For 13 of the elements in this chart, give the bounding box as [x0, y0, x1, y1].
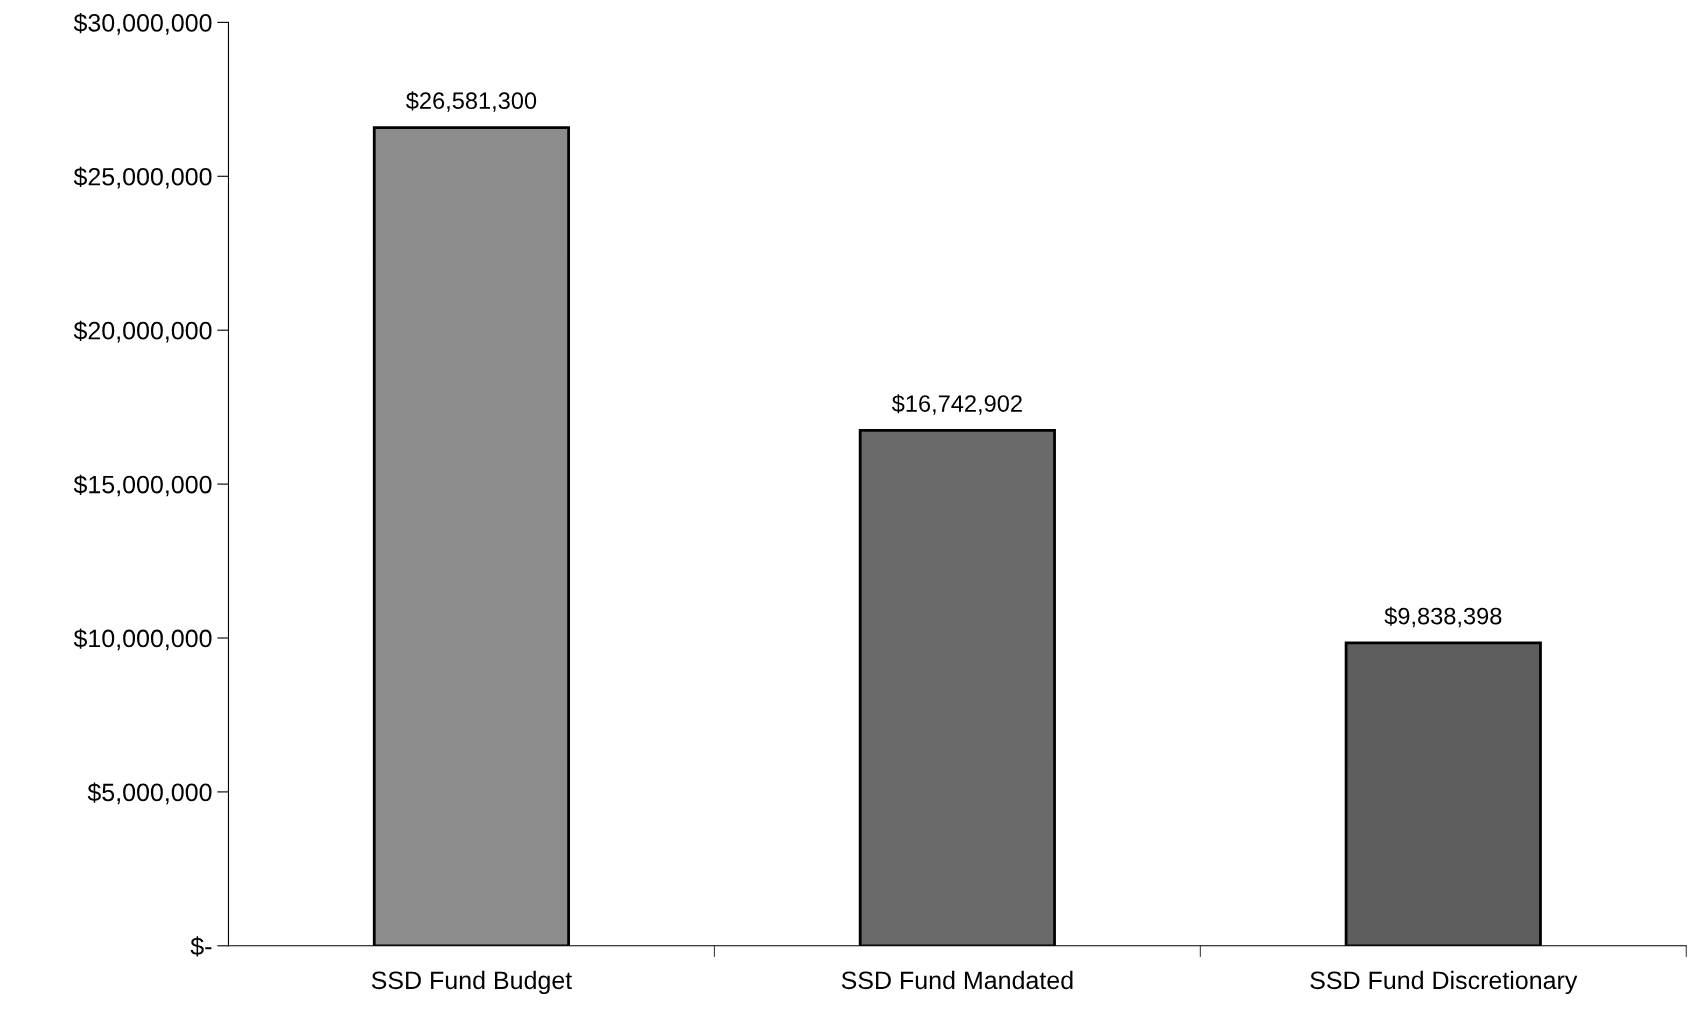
x-tick-label: SSD Fund Discretionary [1310, 970, 1578, 995]
x-tick-label: SSD Fund Mandated [841, 970, 1073, 990]
y-tick-label: $30,000,000 [73, 12, 212, 35]
y-tick-label: $25,000,000 [73, 166, 212, 189]
y-tick-label: $15,000,000 [73, 474, 212, 497]
x-tick-label: SSD Fund Budget [371, 970, 573, 995]
data-label: $26,581,300 [406, 91, 537, 112]
data-label: $9,838,398 [1384, 606, 1502, 628]
y-tick-label: $20,000,000 [73, 320, 212, 343]
y-tick-label: $10,000,000 [73, 628, 212, 651]
y-tick-label: $5,000,000 [87, 782, 212, 805]
data-label: $16,742,902 [891, 394, 1022, 415]
y-tick-label: $- [190, 936, 212, 957]
